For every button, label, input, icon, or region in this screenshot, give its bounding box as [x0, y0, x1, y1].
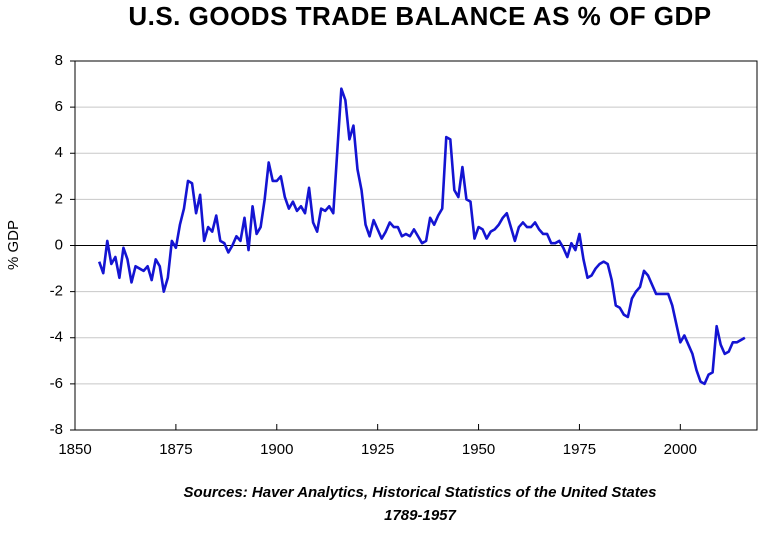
x-tick-label: 1925: [361, 441, 394, 458]
y-tick-label: 0: [55, 236, 63, 253]
x-tick-label: 1950: [462, 441, 495, 458]
chart-title: U.S. GOODS TRADE BALANCE AS % OF GDP: [128, 1, 711, 31]
y-tick-label: 6: [55, 98, 63, 115]
y-tick-label: -6: [50, 375, 63, 392]
x-tick-label: 1900: [260, 441, 293, 458]
y-tick-label: -2: [50, 283, 63, 300]
y-tick-label: -8: [50, 421, 63, 438]
y-tick-label: 4: [55, 144, 63, 161]
y-axis-label: % GDP: [5, 220, 22, 270]
data-line: [97, 87, 746, 386]
source-note: Sources: Haver Analytics, Historical Sta…: [184, 484, 657, 501]
y-tick-label: 2: [55, 190, 63, 207]
x-tick-label: 1875: [159, 441, 192, 458]
x-tick-label: 1850: [58, 441, 91, 458]
y-tick-label: 8: [55, 52, 63, 69]
x-tick-label: 1975: [563, 441, 596, 458]
y-tick-label: -4: [50, 329, 63, 346]
source-note: 1789-1957: [384, 507, 456, 524]
plot-frame: [74, 60, 758, 431]
x-tick-label: 2000: [664, 441, 697, 458]
